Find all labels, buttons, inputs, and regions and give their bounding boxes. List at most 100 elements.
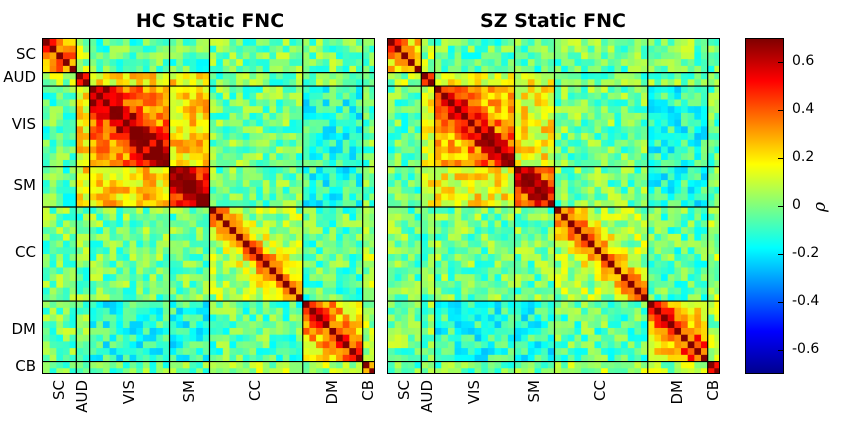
hc-cell — [96, 194, 103, 201]
hc-cell — [369, 86, 375, 93]
sz-cell — [468, 99, 475, 106]
hc-cell — [229, 140, 236, 147]
sz-cell — [688, 207, 695, 214]
hc-cell — [63, 254, 70, 261]
hc-cell — [363, 368, 370, 374]
sz-cell — [488, 368, 495, 374]
hc-cell — [130, 247, 137, 254]
hc-cell — [50, 315, 57, 322]
hc-cell — [216, 328, 223, 335]
sz-cell — [481, 220, 488, 227]
sz-cell — [601, 241, 608, 248]
sz-cell — [688, 120, 695, 127]
hc-cell — [269, 274, 276, 281]
hc-cell — [170, 241, 177, 248]
sz-cell — [708, 274, 715, 281]
hc-cell — [63, 301, 70, 308]
sz-cell — [515, 99, 522, 106]
sz-cell — [621, 180, 628, 187]
hc-cell — [229, 207, 236, 214]
hc-cell — [176, 301, 183, 308]
hc-cell — [229, 301, 236, 308]
sz-cell — [468, 187, 475, 194]
sz-cell — [568, 106, 575, 113]
sz-cell — [608, 133, 615, 140]
sz-cell — [448, 167, 455, 174]
sz-cell — [688, 341, 695, 348]
sz-cell — [668, 39, 675, 46]
hc-cell — [110, 328, 117, 335]
hc-cell — [216, 46, 223, 53]
hc-cell — [150, 315, 157, 322]
hc-cell — [336, 214, 343, 221]
sz-cell — [488, 308, 495, 315]
hc-cell — [183, 214, 190, 221]
hc-cell — [183, 227, 190, 234]
sz-cell — [601, 267, 608, 274]
sz-cell — [541, 241, 548, 248]
sz-cell — [388, 99, 395, 106]
hc-cell — [256, 59, 263, 66]
hc-cell — [323, 207, 330, 214]
sz-cell — [681, 99, 688, 106]
hc-cell — [43, 234, 50, 241]
hc-cell — [123, 52, 130, 59]
hc-cell — [116, 315, 123, 322]
sz-cell — [594, 227, 601, 234]
sz-cell — [614, 153, 621, 160]
hc-cell — [283, 46, 290, 53]
sz-cell — [628, 348, 635, 355]
hc-cell — [156, 247, 163, 254]
sz-cell — [694, 99, 701, 106]
sz-cell — [455, 341, 462, 348]
sz-cell — [674, 341, 681, 348]
sz-cell — [648, 321, 655, 328]
sz-cell — [541, 140, 548, 147]
hc-cell — [283, 261, 290, 268]
sz-cell — [481, 73, 488, 80]
sz-cell — [594, 348, 601, 355]
hc-cell — [316, 335, 323, 342]
hc-cell — [223, 321, 230, 328]
sz-cell — [488, 281, 495, 288]
sz-cell — [488, 73, 495, 80]
sz-cell — [461, 234, 468, 241]
hc-cell — [143, 308, 150, 315]
hc-cell — [63, 52, 70, 59]
sz-cell — [441, 315, 448, 322]
hc-cell — [96, 335, 103, 342]
sz-cell — [634, 187, 641, 194]
sz-cell — [674, 261, 681, 268]
sz-cell — [401, 194, 408, 201]
hc-cell — [229, 194, 236, 201]
sz-cell — [521, 73, 528, 80]
hc-cell — [156, 328, 163, 335]
sz-cell — [528, 73, 535, 80]
hc-cell — [136, 99, 143, 106]
sz-cell — [708, 348, 715, 355]
hc-cell — [116, 99, 123, 106]
sz-cell — [608, 93, 615, 100]
sz-cell — [654, 328, 661, 335]
sz-cell — [614, 99, 621, 106]
sz-cell — [475, 59, 482, 66]
sz-cell — [395, 267, 402, 274]
sz-cell — [408, 194, 415, 201]
hc-cell — [229, 99, 236, 106]
hc-cell — [263, 267, 270, 274]
sz-cell — [421, 328, 428, 335]
hc-cell — [143, 214, 150, 221]
hc-cell — [323, 341, 330, 348]
hc-cell — [196, 220, 203, 227]
hc-cell — [210, 241, 217, 248]
hc-cell — [176, 194, 183, 201]
sz-cell — [435, 73, 442, 80]
sz-cell — [435, 106, 442, 113]
hc-cell — [143, 59, 150, 66]
hc-cell — [303, 126, 310, 133]
sz-cell — [688, 173, 695, 180]
hc-cell — [303, 362, 310, 369]
sz-cell — [634, 52, 641, 59]
hc-cell — [96, 86, 103, 93]
sz-cell — [628, 180, 635, 187]
